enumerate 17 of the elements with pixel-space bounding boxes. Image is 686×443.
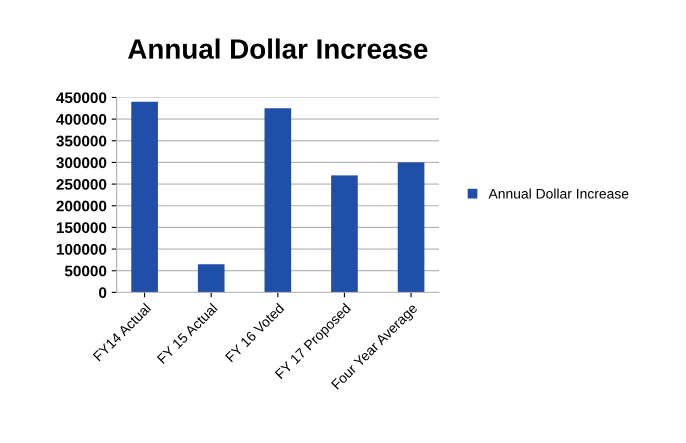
bar — [398, 162, 424, 292]
bar — [331, 175, 358, 292]
y-tick-label: 200000 — [56, 200, 106, 212]
y-tick-label: 250000 — [56, 178, 106, 190]
bar — [131, 102, 158, 292]
y-tick-label: 450000 — [56, 92, 106, 104]
y-tick-label: 0 — [99, 287, 106, 298]
bar — [264, 108, 292, 292]
chart-title: Annual Dollar Increase — [128, 38, 428, 59]
y-tick-label: 400000 — [56, 114, 106, 125]
bar — [198, 264, 225, 292]
y-tick-label: 150000 — [56, 222, 106, 234]
y-tick-label: 100000 — [56, 244, 106, 255]
y-tick-label: 350000 — [56, 136, 106, 146]
legend-label: Annual Dollar Increase — [488, 188, 628, 199]
y-tick-label: 50000 — [64, 266, 106, 276]
y-tick-label: 300000 — [56, 157, 106, 168]
